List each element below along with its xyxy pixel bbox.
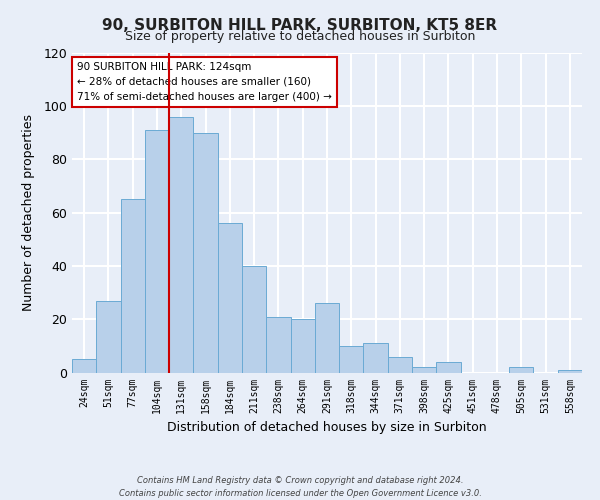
- Bar: [436, 362, 461, 372]
- X-axis label: Distribution of detached houses by size in Surbiton: Distribution of detached houses by size …: [167, 421, 487, 434]
- Text: Contains HM Land Registry data © Crown copyright and database right 2024.
Contai: Contains HM Land Registry data © Crown c…: [119, 476, 481, 498]
- Bar: [72, 359, 96, 372]
- Bar: [121, 199, 145, 372]
- Bar: [145, 130, 169, 372]
- Bar: [388, 356, 412, 372]
- Bar: [266, 316, 290, 372]
- Bar: [290, 319, 315, 372]
- Bar: [412, 367, 436, 372]
- Bar: [509, 367, 533, 372]
- Bar: [169, 116, 193, 372]
- Bar: [364, 343, 388, 372]
- Y-axis label: Number of detached properties: Number of detached properties: [22, 114, 35, 311]
- Bar: [242, 266, 266, 372]
- Text: 90 SURBITON HILL PARK: 124sqm
← 28% of detached houses are smaller (160)
71% of : 90 SURBITON HILL PARK: 124sqm ← 28% of d…: [77, 62, 332, 102]
- Bar: [558, 370, 582, 372]
- Bar: [218, 223, 242, 372]
- Bar: [96, 300, 121, 372]
- Text: 90, SURBITON HILL PARK, SURBITON, KT5 8ER: 90, SURBITON HILL PARK, SURBITON, KT5 8E…: [103, 18, 497, 32]
- Bar: [193, 132, 218, 372]
- Bar: [315, 303, 339, 372]
- Bar: [339, 346, 364, 372]
- Text: Size of property relative to detached houses in Surbiton: Size of property relative to detached ho…: [125, 30, 475, 43]
